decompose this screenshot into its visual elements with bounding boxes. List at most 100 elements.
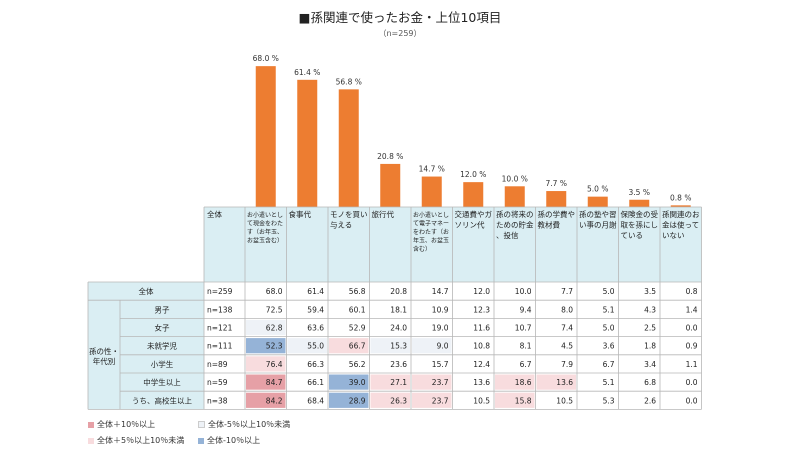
bar-9 — [629, 199, 650, 207]
cell-value-3-3: 15.3 — [390, 342, 407, 351]
legend-swatch — [88, 421, 94, 428]
cell-shade-2-0 — [246, 319, 286, 336]
cell-value-2-4: 19.0 — [432, 324, 449, 333]
cell-value-2-10: 0.0 — [686, 324, 698, 333]
cell-value-2-6: 10.7 — [515, 324, 532, 333]
cell-value-5-8: 5.1 — [603, 378, 615, 387]
bar-5 — [463, 182, 484, 207]
column-header-9: 保険金の受取を孫にしている — [621, 209, 659, 240]
cell-value-6-10: 0.0 — [686, 396, 698, 405]
cell-value-2-8: 5.0 — [603, 324, 615, 333]
cell-value-4-6: 6.7 — [520, 360, 532, 369]
cell-value-1-6: 9.4 — [520, 305, 532, 314]
cell-value-5-6: 18.6 — [515, 378, 532, 387]
row-n-4: n=89 — [207, 360, 228, 369]
cell-value-0-4: 14.7 — [432, 287, 449, 296]
bar-value-label-2: 56.8 % — [336, 77, 362, 86]
bar-value-label-10: 0.8 % — [670, 193, 691, 202]
cell-value-3-7: 4.5 — [561, 342, 573, 351]
cell-value-1-3: 18.1 — [390, 305, 407, 314]
legend-item-high10: 全体＋10％以上 — [88, 419, 155, 430]
row-label-2: 女子 — [155, 323, 170, 333]
legend-swatch — [198, 421, 205, 428]
cell-value-2-7: 7.4 — [561, 324, 573, 333]
bar-3 — [380, 163, 401, 207]
bar-7 — [546, 191, 567, 207]
cell-value-4-1: 66.3 — [307, 360, 324, 369]
cell-value-6-3: 26.3 — [390, 396, 407, 405]
column-header-3: 旅行代 — [372, 209, 395, 219]
row-n-1: n=138 — [207, 305, 233, 314]
cell-value-1-0: 72.5 — [266, 305, 283, 314]
legend-label: 全体-10％以上 — [207, 436, 261, 445]
cell-value-1-2: 60.1 — [349, 305, 366, 314]
column-header-1: 食事代 — [289, 209, 312, 219]
row-label-6: うち、高校生以上 — [132, 395, 192, 405]
cell-value-4-2: 56.2 — [349, 360, 366, 369]
cell-value-6-8: 5.3 — [603, 396, 615, 405]
cell-shade-5-0 — [246, 374, 286, 390]
table-row-label-bg — [88, 282, 204, 410]
cell-shade-5-3 — [370, 374, 410, 390]
cell-value-3-2: 66.7 — [349, 342, 366, 351]
cell-value-5-0: 84.7 — [266, 378, 283, 387]
bar-1 — [297, 79, 318, 207]
cell-value-5-7: 13.6 — [556, 378, 573, 387]
cell-shade-6-4 — [412, 392, 452, 408]
bar-value-label-3: 20.8 % — [377, 152, 403, 161]
row-label-1: 男子 — [155, 305, 170, 314]
cell-value-0-9: 3.5 — [644, 287, 656, 296]
chart-subtitle: （n=259） — [378, 29, 422, 38]
cell-value-6-4: 23.7 — [432, 396, 449, 405]
cell-shade-4-0 — [246, 356, 286, 372]
table-header-total-label: 全体 — [207, 209, 222, 219]
cell-value-0-8: 5.0 — [603, 287, 615, 296]
group-label: 孫の性・年代別 — [89, 346, 119, 366]
cell-value-1-9: 4.3 — [644, 305, 656, 314]
legend-item-high5: 全体＋5％以上10％未満 — [88, 435, 184, 446]
cell-shade-6-2 — [329, 392, 369, 408]
cell-value-5-4: 23.7 — [432, 378, 449, 387]
cell-value-5-2: 39.0 — [349, 378, 366, 387]
column-header-4: お小遣いとして電子マネーをわたす（お年玉、お盆玉含む） — [413, 211, 449, 253]
row-n-0: n=259 — [207, 287, 233, 296]
bar-value-label-6: 10.0 % — [502, 174, 528, 183]
cell-value-5-1: 66.1 — [307, 378, 324, 387]
cell-shade-3-4 — [412, 338, 452, 354]
cell-value-4-3: 23.6 — [390, 360, 407, 369]
cell-value-0-10: 0.8 — [686, 287, 698, 296]
cell-value-0-2: 56.8 — [349, 287, 366, 296]
column-header-6: 孫の将来のための貯金、投信 — [496, 209, 534, 240]
bar-value-label-0: 68.0 % — [253, 54, 279, 63]
cell-value-3-4: 9.0 — [437, 342, 449, 351]
cell-shade-6-3 — [370, 392, 410, 408]
cell-value-6-9: 2.6 — [644, 396, 656, 405]
cell-value-1-7: 8.0 — [561, 305, 573, 314]
cell-shade-6-0 — [246, 392, 286, 408]
cell-value-3-5: 10.8 — [473, 342, 490, 351]
column-header-0: お小遣いとして現金をわたす（お年玉、お盆玉含む） — [247, 211, 283, 245]
cell-value-4-8: 6.7 — [603, 360, 615, 369]
column-header-7: 孫の学費や教材費 — [538, 209, 576, 230]
row-n-3: n=111 — [207, 342, 233, 351]
cell-shade-3-3 — [370, 338, 410, 354]
cell-value-3-10: 0.9 — [686, 342, 698, 351]
cell-value-3-8: 3.6 — [603, 342, 615, 351]
cell-shade-3-1 — [287, 338, 327, 354]
cell-value-0-1: 61.4 — [307, 287, 324, 296]
cell-value-5-9: 6.8 — [644, 378, 656, 387]
cell-value-5-5: 13.6 — [473, 378, 490, 387]
cell-value-4-10: 1.1 — [686, 360, 698, 369]
legend-item-low5: 全体-5％以上10％未満 — [198, 419, 290, 430]
cell-value-4-5: 12.4 — [473, 360, 490, 369]
chart-title: ■孫関連で使ったお金・上位10項目 — [298, 10, 502, 25]
cell-shade-3-2 — [329, 338, 369, 354]
cell-value-1-5: 12.3 — [473, 305, 490, 314]
bar-6 — [504, 186, 525, 207]
cell-shade-5-4 — [412, 374, 452, 390]
cell-value-0-7: 7.7 — [561, 287, 573, 296]
cell-value-6-2: 28.9 — [349, 396, 366, 405]
cell-value-4-7: 7.9 — [561, 360, 573, 369]
